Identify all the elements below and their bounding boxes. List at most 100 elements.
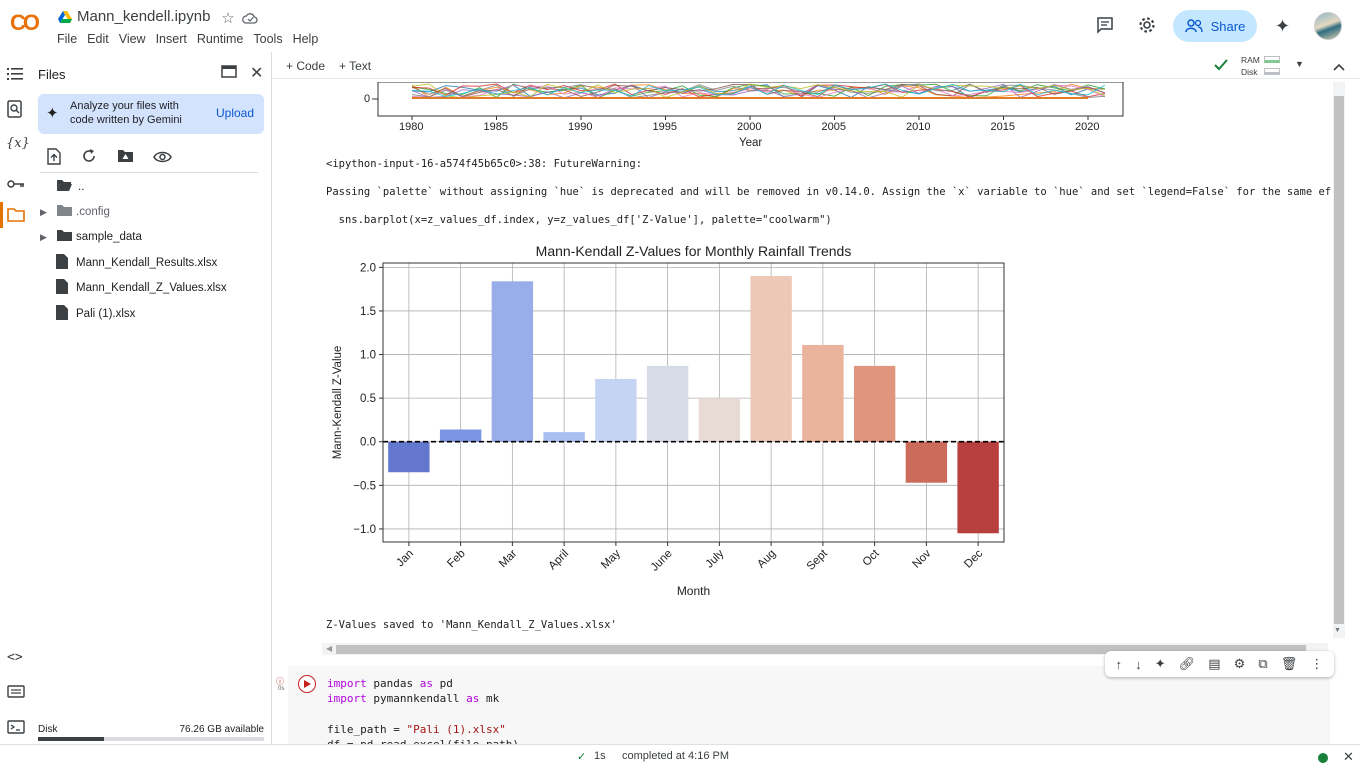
- share-button[interactable]: Share: [1173, 10, 1257, 42]
- y-tick-label: −0.5: [353, 480, 376, 492]
- mount-drive-icon[interactable]: [117, 149, 134, 168]
- chart-title: Mann-Kendall Z-Values for Monthly Rainfa…: [536, 243, 852, 259]
- notebook-title[interactable]: Mann_kendell.ipynb: [77, 8, 211, 25]
- gemini-card: [38, 94, 264, 134]
- variables-icon[interactable]: {x}: [6, 136, 30, 151]
- close-panel-icon[interactable]: ✕: [250, 65, 264, 82]
- file-item-config[interactable]: ▶ .config: [40, 205, 110, 218]
- more-icon[interactable]: ⋮: [1310, 656, 1324, 671]
- left-rail: {x} <>: [0, 52, 32, 752]
- disk-meter: [1264, 68, 1280, 75]
- x-tick-label: Sept: [805, 547, 831, 573]
- y-axis-label: Mann-Kendall Z-Value: [332, 346, 344, 460]
- top-chart-xtick-label: 2010: [906, 121, 931, 133]
- bar-may: [595, 378, 637, 442]
- file-icon: [56, 305, 76, 323]
- top-chart-xtick-label: 2005: [821, 121, 846, 133]
- warning-line-2: Passing `palette` without assigning `hue…: [326, 186, 1332, 198]
- menu-edit[interactable]: Edit: [87, 32, 109, 46]
- find-icon[interactable]: [7, 100, 23, 123]
- toc-icon[interactable]: [7, 67, 23, 86]
- menu-help[interactable]: Help: [292, 32, 319, 46]
- gemini-cell-icon[interactable]: ✦: [1154, 656, 1166, 671]
- close-status-icon[interactable]: ✕: [1343, 749, 1354, 764]
- top-chart-xtick-label: 1990: [568, 121, 593, 133]
- expand-arrow-icon[interactable]: ▶: [40, 231, 47, 242]
- comment-cell-icon[interactable]: ▤: [1208, 656, 1221, 671]
- ram-meter: [1264, 56, 1280, 63]
- top-chart-xlabel: Year: [739, 137, 763, 149]
- refresh-icon[interactable]: [81, 148, 97, 169]
- menu-runtime[interactable]: Runtime: [196, 32, 244, 46]
- move-up-icon[interactable]: ↑: [1115, 656, 1123, 672]
- runtime-dropdown-icon[interactable]: ▼: [1295, 59, 1304, 69]
- code-editor[interactable]: import pandas as pd import pymannkendall…: [327, 677, 519, 751]
- code-snippets-icon[interactable]: <>: [7, 650, 23, 665]
- cell-error-indicator-icon: ⓘ: [276, 677, 284, 686]
- add-text-button[interactable]: + Text: [339, 59, 372, 73]
- scroll-left-arrow-icon[interactable]: ◀: [326, 644, 333, 653]
- vertical-scroll-thumb[interactable]: [1334, 96, 1344, 624]
- bar-june: [646, 365, 689, 442]
- file-item-sample-data[interactable]: ▶ sample_data: [40, 230, 142, 243]
- bar-mar: [491, 281, 534, 442]
- file-item-pali[interactable]: Pali (1).xlsx: [40, 304, 135, 324]
- y-tick-label: 1.5: [360, 306, 376, 318]
- menu-view[interactable]: View: [118, 32, 146, 46]
- divider: [40, 172, 258, 173]
- menu-tools[interactable]: Tools: [253, 32, 283, 46]
- delete-icon[interactable]: 🗑︎: [1280, 656, 1298, 671]
- file-item-parent[interactable]: ..: [40, 177, 84, 197]
- add-code-button[interactable]: + Code: [286, 59, 326, 73]
- cloud-icon: [242, 11, 258, 29]
- key-icon[interactable]: [7, 176, 25, 194]
- y-tick-label: 0.0: [360, 437, 376, 449]
- top-chart-ytick: 0: [364, 93, 371, 105]
- x-tick-label: Nov: [911, 547, 934, 570]
- upload-file-icon[interactable]: [46, 148, 62, 170]
- file-item-zvalues[interactable]: Mann_Kendall_Z_Values.xlsx: [40, 278, 227, 298]
- x-tick-label: Aug: [755, 548, 778, 571]
- settings-icon[interactable]: [1138, 16, 1156, 39]
- bar-nov: [905, 441, 948, 483]
- resource-labels[interactable]: RAM Disk: [1241, 55, 1260, 77]
- star-icon[interactable]: ☆: [221, 10, 235, 27]
- gemini-upload-button[interactable]: Upload: [216, 106, 255, 120]
- avatar[interactable]: [1314, 12, 1342, 40]
- mirror-cell-icon[interactable]: ⧉: [1258, 656, 1268, 671]
- code-cell[interactable]: [288, 666, 1330, 746]
- open-in-tab-icon[interactable]: [221, 65, 237, 83]
- terminal-icon[interactable]: [7, 720, 25, 739]
- top-bar: CO Mann_kendell.ipynb ☆ File Edit View I…: [0, 0, 1360, 52]
- expand-arrow-icon[interactable]: ▶: [40, 206, 47, 217]
- folder-icon[interactable]: [7, 208, 25, 227]
- collapse-icon[interactable]: [1333, 58, 1345, 76]
- status-bar: ✓ 1s completed at 4:16 PM ✕: [0, 744, 1360, 768]
- link-icon[interactable]: 🔗︎: [1178, 656, 1196, 671]
- x-axis-label: Month: [677, 584, 710, 598]
- files-panel-title: Files: [38, 67, 66, 82]
- move-down-icon[interactable]: ↓: [1135, 656, 1142, 672]
- menu-file[interactable]: File: [57, 32, 78, 46]
- horizontal-scroll-thumb[interactable]: [336, 645, 1306, 654]
- x-tick-label: Mar: [497, 548, 520, 571]
- menu-insert[interactable]: Insert: [155, 32, 187, 46]
- disk-usage-fill: [38, 737, 104, 741]
- saved-message: Z-Values saved to 'Mann_Kendall_Z_Values…: [326, 619, 617, 631]
- y-tick-label: −1.0: [353, 524, 376, 536]
- folder-open-icon: [56, 179, 76, 195]
- scroll-down-arrow-icon[interactable]: ▼: [1334, 627, 1341, 634]
- file-icon: [56, 279, 76, 297]
- file-item-results[interactable]: Mann_Kendall_Results.xlsx: [40, 253, 217, 273]
- file-icon: [56, 254, 76, 272]
- cell-toolbar: ↑ ↓ ✦ 🔗︎ ▤ ⚙ ⧉ 🗑︎ ⋮: [1105, 651, 1334, 677]
- gemini-sparkle-icon[interactable]: ✦: [1275, 16, 1291, 36]
- comment-icon[interactable]: [1096, 16, 1114, 39]
- cell-settings-icon[interactable]: ⚙: [1233, 656, 1246, 671]
- colab-logo[interactable]: CO: [10, 10, 40, 35]
- command-palette-icon[interactable]: [7, 685, 25, 703]
- files-panel: [32, 52, 272, 752]
- active-indicator: [0, 202, 3, 228]
- top-chart-series-line: [411, 83, 1106, 99]
- eye-icon[interactable]: [153, 150, 172, 168]
